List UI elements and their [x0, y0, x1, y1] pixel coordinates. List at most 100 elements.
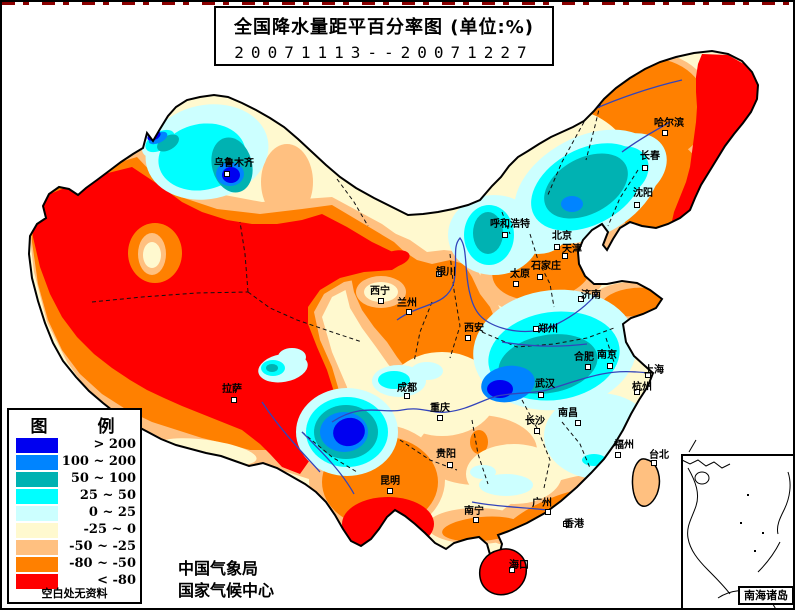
legend-range-label: 100 ~ 200 — [61, 454, 136, 469]
city-label: 天津 — [562, 244, 582, 255]
city-label: 广州 — [532, 498, 552, 509]
legend-swatch — [16, 523, 58, 538]
legend-range-label: -80 ~ -50 — [69, 556, 136, 571]
city-marker — [513, 281, 519, 287]
city-label: 贵阳 — [436, 449, 456, 460]
city-marker — [585, 364, 591, 370]
top-dashed-border — [2, 2, 793, 5]
city-label: 福州 — [614, 440, 634, 451]
city-marker — [406, 309, 412, 315]
legend-rows: > 200 100 ~ 200 50 ~ 100 25 ~ 50 0 ~ 25 -25 ~… — [9, 437, 140, 590]
legend-row: 0 ~ 25 — [9, 505, 140, 522]
legend-row: -25 ~ 0 — [9, 522, 140, 539]
city-marker — [538, 392, 544, 398]
legend-swatch — [16, 574, 58, 589]
legend-range-label: -50 ~ -25 — [69, 539, 136, 554]
city-marker — [509, 567, 515, 573]
legend-range-label: > 200 — [93, 437, 136, 452]
city-label: 上海 — [644, 365, 664, 376]
city-marker — [642, 165, 648, 171]
south-china-sea-inset — [681, 439, 793, 608]
map-title-box: 全国降水量距平百分率图 (单位:%) 20071113--20071227 — [214, 6, 554, 66]
legend-row: < -80 — [9, 573, 140, 590]
city-label: 西宁 — [370, 286, 390, 297]
city-label: 银川 — [436, 267, 456, 278]
city-marker — [634, 389, 640, 395]
city-marker — [378, 298, 384, 304]
legend-swatch — [16, 540, 58, 555]
city-label: 郑州 — [538, 324, 558, 335]
city-label: 长春 — [640, 151, 660, 162]
legend-range-label: 50 ~ 100 — [70, 471, 136, 486]
city-marker — [615, 452, 621, 458]
legend-no-data-note: 空白处无资料 — [41, 587, 108, 600]
legend-swatch — [16, 506, 58, 521]
city-marker — [473, 517, 479, 523]
city-label: 长沙 — [525, 416, 545, 427]
city-label: 哈尔滨 — [654, 118, 684, 129]
city-label: 台北 — [649, 450, 669, 461]
legend-row: 100 ~ 200 — [9, 454, 140, 471]
legend-swatch — [16, 472, 58, 487]
city-marker — [404, 393, 410, 399]
city-marker — [387, 488, 393, 494]
legend-row: -50 ~ -25 — [9, 539, 140, 556]
city-marker — [436, 271, 442, 277]
city-marker — [447, 462, 453, 468]
city-marker — [465, 335, 471, 341]
map-date-range: 20071113--20071227 — [234, 43, 534, 62]
city-marker — [634, 202, 640, 208]
city-label: 拉萨 — [222, 384, 242, 395]
legend-range-label: < -80 — [97, 573, 136, 588]
city-label: 乌鲁木齐 — [214, 158, 254, 169]
city-marker — [607, 363, 613, 369]
legend-row: 25 ~ 50 — [9, 488, 140, 505]
legend-box: 图 例 > 200 100 ~ 200 50 ~ 100 25 ~ 50 0 ~ 25 -… — [7, 408, 142, 604]
legend-range-label: -25 ~ 0 — [83, 522, 136, 537]
city-marker — [502, 232, 508, 238]
city-marker — [554, 244, 560, 250]
city-marker — [562, 253, 568, 259]
province-borders — [91, 96, 639, 489]
organization-credit: 中国气象局 国家气候中心 — [178, 558, 274, 602]
city-marker — [651, 460, 657, 466]
legend-row: > 200 — [9, 437, 140, 454]
city-marker — [645, 372, 651, 378]
city-marker — [534, 428, 540, 434]
city-label: 成都 — [397, 383, 417, 394]
city-marker — [231, 397, 237, 403]
city-label: 合肥 — [574, 352, 594, 363]
city-label: 呼和浩特 — [490, 219, 530, 230]
city-label: 济南 — [581, 290, 601, 301]
city-label: 南宁 — [464, 506, 484, 517]
city-marker — [224, 171, 230, 177]
city-marker — [662, 130, 668, 136]
city-label: 兰州 — [397, 298, 417, 309]
city-label: 武汉 — [535, 379, 555, 390]
city-label: 西安 — [464, 323, 484, 334]
city-marker — [545, 509, 551, 515]
legend-range-label: 0 ~ 25 — [88, 505, 136, 520]
org-line1: 中国气象局 — [178, 559, 259, 578]
rivers — [261, 79, 683, 511]
city-label: 海口 — [509, 560, 529, 571]
city-marker — [533, 326, 539, 332]
city-label: 香港 — [564, 519, 584, 530]
city-label: 北京 — [552, 231, 572, 242]
legend-swatch — [16, 438, 58, 453]
city-label: 沈阳 — [633, 188, 653, 199]
city-label: 杭州 — [632, 382, 652, 393]
china-outline — [27, 49, 760, 560]
city-label: 南京 — [597, 350, 617, 361]
inset-label: 南海诸岛 — [738, 586, 793, 605]
map-title: 全国降水量距平百分率图 (单位:%) — [234, 17, 534, 38]
city-marker — [575, 420, 581, 426]
legend-row: 50 ~ 100 — [9, 471, 140, 488]
city-label: 太原 — [510, 269, 530, 280]
hainan-island — [478, 548, 528, 596]
legend-range-label: 25 ~ 50 — [79, 488, 136, 503]
legend-title: 图 例 — [30, 417, 137, 437]
city-label: 昆明 — [380, 476, 400, 487]
